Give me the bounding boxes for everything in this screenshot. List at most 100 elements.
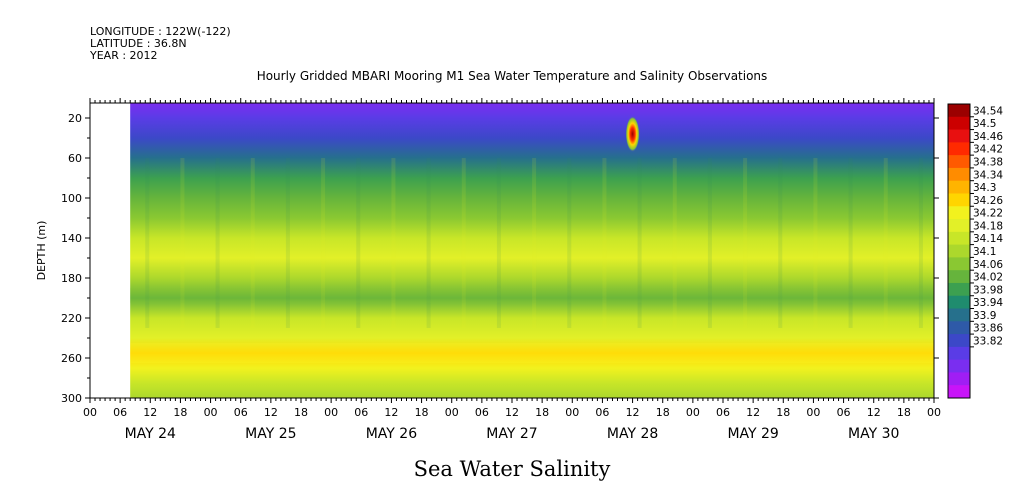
x-hour-label: 00 — [324, 406, 338, 419]
x-hour-label: 18 — [535, 406, 549, 419]
colorbar-swatch — [948, 295, 970, 310]
colorbar-label: 34.22 — [973, 208, 1003, 220]
x-hour-label: 12 — [867, 406, 881, 419]
texture-streak — [321, 158, 326, 328]
y-tick-label: 180 — [61, 272, 82, 285]
x-date-label: MAY 27 — [486, 426, 537, 442]
x-date-label: MAY 25 — [245, 426, 296, 442]
texture-streak — [250, 158, 255, 328]
y-tick-label: 100 — [61, 192, 82, 205]
colorbar-label: 33.86 — [973, 323, 1003, 335]
texture-band-0 — [130, 288, 934, 303]
x-hour-label: 00 — [204, 406, 218, 419]
x-hour-label: 00 — [565, 406, 579, 419]
colorbar-label: 34.46 — [973, 131, 1003, 143]
colorbar-swatch — [948, 193, 970, 207]
texture-streak — [743, 158, 748, 328]
colorbar-label: 33.82 — [973, 335, 1003, 347]
y-tick-label: 220 — [61, 312, 82, 325]
x-hour-label: 12 — [626, 406, 640, 419]
x-hour-label: 06 — [113, 406, 127, 419]
colorbar: 34.5434.534.4634.4234.3834.3434.334.2634… — [947, 103, 1003, 399]
colorbar-label: 34.26 — [973, 195, 1003, 207]
salinity-field — [130, 103, 934, 398]
colorbar-swatch — [948, 359, 970, 373]
colorbar-swatch — [948, 270, 970, 284]
x-hour-label: 00 — [927, 406, 941, 419]
colorbar-swatch — [948, 231, 970, 246]
colorbar-swatch — [948, 346, 970, 361]
colorbar-frame — [947, 103, 971, 399]
texture-streak — [356, 158, 361, 328]
y-tick-label: 260 — [61, 352, 82, 365]
colorbar-label: 34.54 — [973, 105, 1003, 117]
x-hour-label: 18 — [294, 406, 308, 419]
x-hour-label: 18 — [415, 406, 429, 419]
y-tick-label: 140 — [61, 232, 82, 245]
texture-streak — [426, 158, 431, 328]
x-hour-label: 00 — [445, 406, 459, 419]
colorbar-label: 34.38 — [973, 157, 1003, 169]
colorbar-swatch — [948, 334, 970, 348]
texture-streak — [285, 158, 290, 328]
x-hour-label: 00 — [806, 406, 820, 419]
x-hour-label: 00 — [83, 406, 97, 419]
colorbar-swatch — [948, 104, 970, 118]
x-date-label: MAY 26 — [366, 426, 417, 442]
colorbar-swatch — [948, 372, 970, 386]
colorbar-swatch — [948, 244, 970, 258]
colorbar-label: 34.3 — [973, 182, 996, 194]
y-tick-label: 20 — [68, 112, 82, 125]
texture-streak — [602, 158, 607, 328]
texture-streak — [461, 158, 466, 328]
x-hour-label: 18 — [656, 406, 670, 419]
x-date-label: MAY 30 — [848, 426, 899, 442]
colorbar-swatch — [948, 142, 970, 156]
texture-streak — [532, 158, 537, 328]
texture-streak — [918, 158, 923, 328]
colorbar-swatch — [948, 155, 970, 169]
texture-streak — [707, 158, 712, 328]
x-hour-label: 06 — [234, 406, 248, 419]
colorbar-label: 34.02 — [973, 272, 1003, 284]
salinity-texture — [130, 158, 934, 363]
colorbar-swatch — [948, 321, 970, 335]
texture-streak — [813, 158, 818, 328]
texture-streak — [180, 158, 185, 328]
colorbar-swatch — [948, 129, 970, 143]
y-axis-title: DEPTH (m) — [35, 221, 48, 281]
x-hour-label: 06 — [354, 406, 368, 419]
colorbar-label: 34.14 — [973, 233, 1003, 245]
colorbar-label: 33.98 — [973, 284, 1003, 296]
x-date-label: MAY 29 — [727, 426, 778, 442]
colorbar-label: 34.34 — [973, 169, 1003, 181]
colorbar-label: 34.1 — [973, 246, 996, 258]
y-tick-label: 60 — [68, 152, 82, 165]
x-axis-title: Sea Water Salinity — [414, 457, 611, 481]
colorbar-label: 34.18 — [973, 220, 1003, 232]
x-axis: 00 06 12 18 00 06 12 18 00 06 12 18 00 06 12 18 00 06 12 18… — [83, 98, 941, 442]
x-date-label: MAY 28 — [607, 426, 658, 442]
plot-area — [89, 102, 935, 399]
texture-streak — [883, 158, 888, 328]
x-hour-label: 12 — [505, 406, 519, 419]
colorbar-label: 33.94 — [973, 297, 1003, 309]
texture-streak — [391, 158, 396, 328]
colorbar-label: 34.06 — [973, 259, 1003, 271]
x-hour-label: 18 — [173, 406, 187, 419]
x-hour-label: 18 — [897, 406, 911, 419]
longitude-label: LONGITUDE : 122W(-122) — [90, 25, 231, 38]
x-hour-label: 12 — [746, 406, 760, 419]
x-hour-label: 12 — [264, 406, 278, 419]
chart-title: Hourly Gridded MBARI Mooring M1 Sea Wate… — [257, 69, 768, 83]
colorbar-swatch — [948, 257, 970, 271]
texture-streak — [215, 158, 220, 328]
year-label: YEAR : 2012 — [89, 49, 158, 62]
x-hour-label: 00 — [686, 406, 700, 419]
colorbar-label: 33.9 — [973, 310, 996, 322]
texture-streak — [672, 158, 677, 328]
colorbar-swatch — [948, 282, 970, 297]
colorbar-label: 34.42 — [973, 144, 1003, 156]
x-hour-label: 06 — [716, 406, 730, 419]
